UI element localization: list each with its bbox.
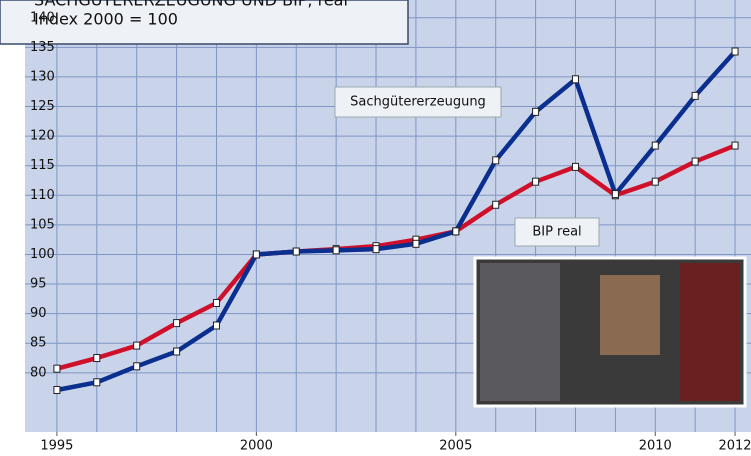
point-marker xyxy=(212,298,220,307)
series-line xyxy=(56,49,737,393)
point-marker xyxy=(372,245,380,254)
point-marker xyxy=(292,247,300,256)
point-marker xyxy=(173,319,181,328)
point-marker xyxy=(412,239,420,248)
point-marker xyxy=(532,107,540,116)
y-tick-label: 125 xyxy=(30,99,55,114)
point-marker xyxy=(332,246,340,255)
point-marker xyxy=(93,354,101,363)
point-marker xyxy=(452,227,460,236)
x-tick-label: 2012 xyxy=(718,439,751,454)
point-marker xyxy=(133,341,141,350)
photo-detail xyxy=(680,263,740,401)
y-tick-label: 90 xyxy=(30,306,47,321)
y-tick-label: 80 xyxy=(30,365,47,380)
point-marker xyxy=(731,47,739,56)
x-tick-label: 2000 xyxy=(240,439,273,454)
point-marker xyxy=(611,190,619,199)
point-marker xyxy=(651,177,659,186)
point-marker xyxy=(173,347,181,356)
y-tick-label: 100 xyxy=(30,247,55,262)
point-marker xyxy=(53,364,61,373)
y-tick-label: 105 xyxy=(30,217,55,232)
y-tick-label: 120 xyxy=(30,129,55,144)
y-tick-label: 110 xyxy=(30,188,55,203)
photo-detail xyxy=(480,263,560,401)
y-tick-label: 115 xyxy=(30,158,55,173)
point-marker xyxy=(212,321,220,330)
x-tick-label: 2005 xyxy=(439,439,472,454)
y-tick-label: 85 xyxy=(30,336,47,351)
y-tick-label: 130 xyxy=(30,69,55,84)
legend-label: BIP real xyxy=(532,225,581,240)
point-marker xyxy=(53,385,61,394)
point-marker xyxy=(133,362,141,371)
point-marker xyxy=(93,378,101,387)
point-marker xyxy=(252,250,260,259)
title-box xyxy=(0,0,409,45)
lines xyxy=(53,47,739,394)
legend-box xyxy=(514,217,600,247)
series-line xyxy=(56,143,736,371)
legend-box xyxy=(334,86,502,118)
point-marker xyxy=(571,162,579,171)
x-tick-label: 2010 xyxy=(639,439,672,454)
point-marker xyxy=(691,91,699,100)
legend-label: Sachgütererzeugung xyxy=(350,95,486,110)
point-marker xyxy=(691,157,699,166)
photo-detail xyxy=(600,275,660,355)
y-tick-label: 140 xyxy=(30,10,55,25)
x-axis-band xyxy=(0,432,751,456)
chart-title: SACHGÜTERERZEUGUNG UND BIP, real xyxy=(34,0,348,10)
point-marker xyxy=(532,177,540,186)
point-marker xyxy=(492,200,500,209)
point-marker xyxy=(571,75,579,84)
y-tick-label: 135 xyxy=(30,40,55,55)
point-marker xyxy=(651,141,659,150)
x-tick-label: 1995 xyxy=(40,439,73,454)
y-tick-label: 95 xyxy=(30,277,47,292)
chart-subtitle: Index 2000 = 100 xyxy=(34,10,178,29)
point-marker xyxy=(492,156,500,165)
point-marker xyxy=(731,141,739,150)
